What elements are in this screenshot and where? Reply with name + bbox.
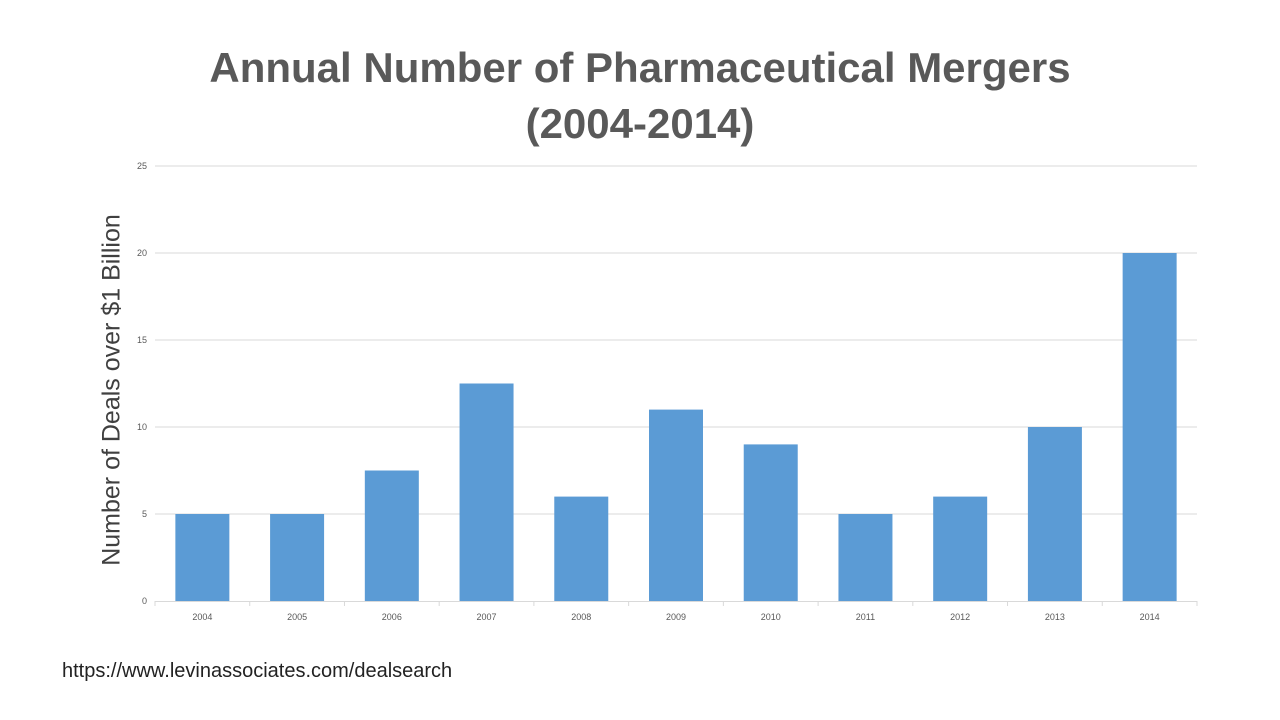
x-tick-label-2004: 2004 <box>192 612 212 622</box>
bar-2008 <box>554 496 609 601</box>
bar-2014 <box>1122 253 1177 601</box>
y-tick-label-20: 20 <box>137 248 147 258</box>
x-tick-label-2009: 2009 <box>666 612 686 622</box>
bar-2006 <box>364 470 419 601</box>
bar-2010 <box>743 444 798 601</box>
y-tick-label-5: 5 <box>142 509 147 519</box>
x-tick-label-2011: 2011 <box>856 612 875 622</box>
y-tick-label-0: 0 <box>142 596 147 606</box>
y-tick-label-10: 10 <box>137 422 147 432</box>
bar-2013 <box>1027 427 1082 601</box>
x-tick-label-2008: 2008 <box>571 612 591 622</box>
bar-2011 <box>838 514 893 601</box>
bar-2007 <box>459 383 514 601</box>
x-tick-label-2010: 2010 <box>761 612 781 622</box>
x-tick-label-2005: 2005 <box>287 612 307 622</box>
y-tick-label-25: 25 <box>137 161 147 171</box>
x-tick-label-2012: 2012 <box>950 612 970 622</box>
bar-2009 <box>649 409 703 601</box>
chart-title-line2: (2004-2014) <box>525 100 755 147</box>
bar-2012 <box>933 496 988 601</box>
source-link[interactable]: https://www.levinassociates.com/dealsear… <box>62 660 453 682</box>
x-tick-label-2014: 2014 <box>1140 612 1160 622</box>
bar-2005 <box>270 514 325 601</box>
chart-title-line1: Annual Number of Pharmaceutical Mergers <box>209 44 1071 91</box>
bar-2004 <box>175 514 230 601</box>
x-tick-label-2007: 2007 <box>477 612 497 622</box>
x-tick-label-2006: 2006 <box>382 612 402 622</box>
x-tick-label-2013: 2013 <box>1045 612 1065 622</box>
y-tick-label-15: 15 <box>137 335 147 345</box>
